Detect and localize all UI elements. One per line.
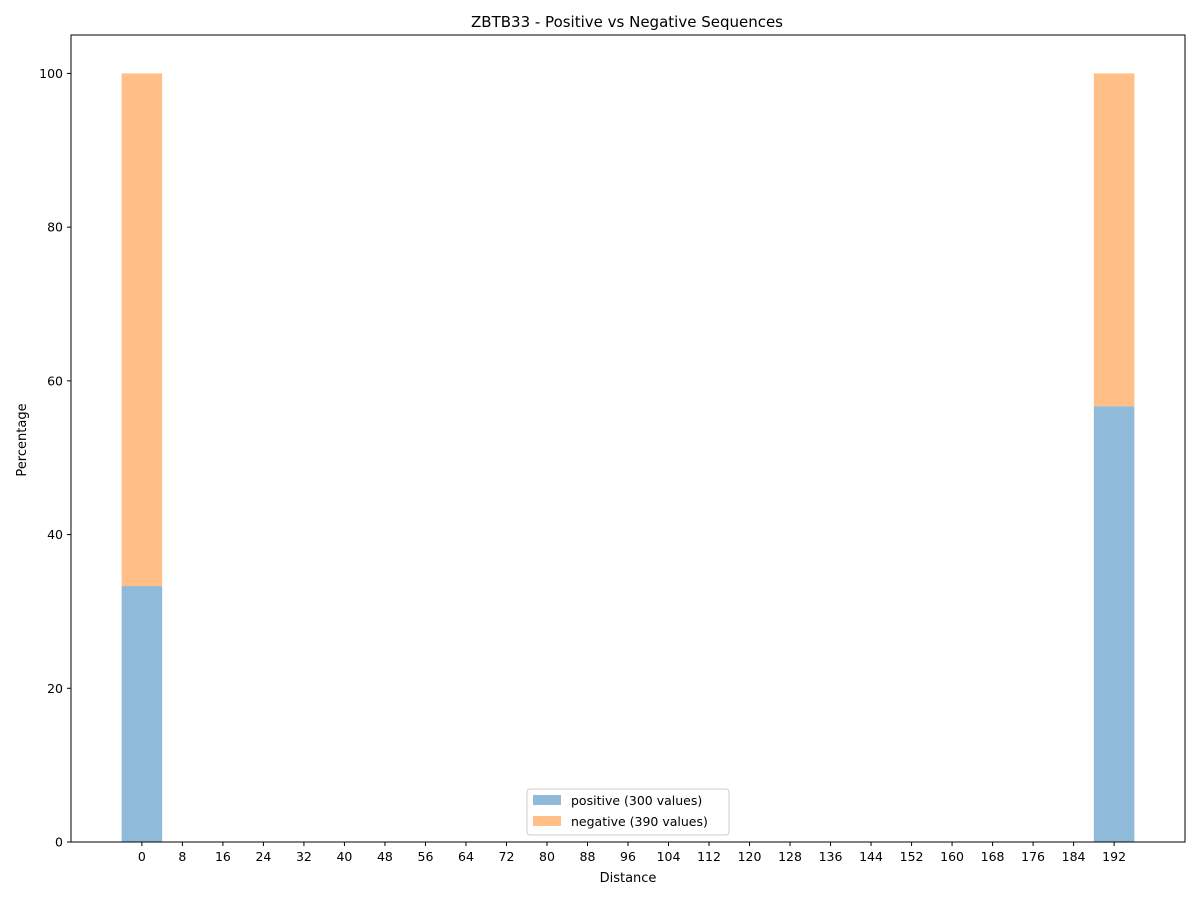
x-tick-label-72: 72 — [499, 849, 515, 864]
x-tick-label-104: 104 — [657, 849, 681, 864]
plot-frame — [70, 34, 1186, 843]
legend: positive (300 values) negative (390 valu… — [526, 788, 730, 836]
bar-positive-0 — [121, 586, 163, 842]
x-tick-label-96: 96 — [620, 849, 636, 864]
x-tick-label-184: 184 — [1062, 849, 1086, 864]
x-tick-label-192: 192 — [1102, 849, 1126, 864]
y-tick-label-60: 60 — [47, 373, 63, 388]
x-tick-label-40: 40 — [336, 849, 352, 864]
x-tick-label-120: 120 — [738, 849, 762, 864]
x-tick-label-168: 168 — [981, 849, 1005, 864]
bars-group — [121, 73, 1135, 842]
x-tick-label-0: 0 — [138, 849, 146, 864]
x-tick-label-136: 136 — [819, 849, 843, 864]
legend-label-negative: negative (390 values) — [571, 814, 708, 829]
y-tick-label-80: 80 — [47, 220, 63, 235]
x-tick-label-112: 112 — [697, 849, 721, 864]
x-tick-label-8: 8 — [178, 849, 186, 864]
x-tick-label-128: 128 — [778, 849, 802, 864]
x-tick-label-80: 80 — [539, 849, 555, 864]
x-axis-label: Distance — [600, 871, 657, 886]
bar-negative-192 — [1093, 73, 1135, 407]
x-tick-label-152: 152 — [900, 849, 924, 864]
x-axis-ticks: 0 8 16 24 32 40 48 56 64 72 80 88 96 104 112 120 128 136 1… — [138, 842, 1126, 864]
legend-swatch-negative — [533, 816, 561, 826]
x-tick-label-88: 88 — [580, 849, 596, 864]
bar-positive-192 — [1093, 406, 1135, 842]
y-axis-label: Percentage — [15, 403, 30, 476]
bar-negative-0 — [121, 73, 163, 587]
legend-frame — [526, 788, 730, 836]
x-tick-label-144: 144 — [859, 849, 883, 864]
legend-swatch-positive — [533, 795, 561, 805]
x-tick-label-176: 176 — [1021, 849, 1045, 864]
y-tick-label-0: 0 — [55, 835, 63, 850]
x-tick-label-56: 56 — [418, 849, 434, 864]
y-tick-label-40: 40 — [47, 527, 63, 542]
x-tick-label-32: 32 — [296, 849, 312, 864]
y-axis-ticks: 0 20 40 60 80 100 — [39, 66, 71, 850]
x-tick-label-64: 64 — [458, 849, 474, 864]
x-tick-label-24: 24 — [255, 849, 271, 864]
x-tick-label-16: 16 — [215, 849, 231, 864]
y-tick-label-100: 100 — [39, 66, 63, 81]
chart-title: ZBTB33 - Positive vs Negative Sequences — [471, 13, 783, 31]
y-tick-label-20: 20 — [47, 681, 63, 696]
x-tick-label-160: 160 — [940, 849, 964, 864]
x-tick-label-48: 48 — [377, 849, 393, 864]
legend-label-positive: positive (300 values) — [571, 793, 702, 808]
